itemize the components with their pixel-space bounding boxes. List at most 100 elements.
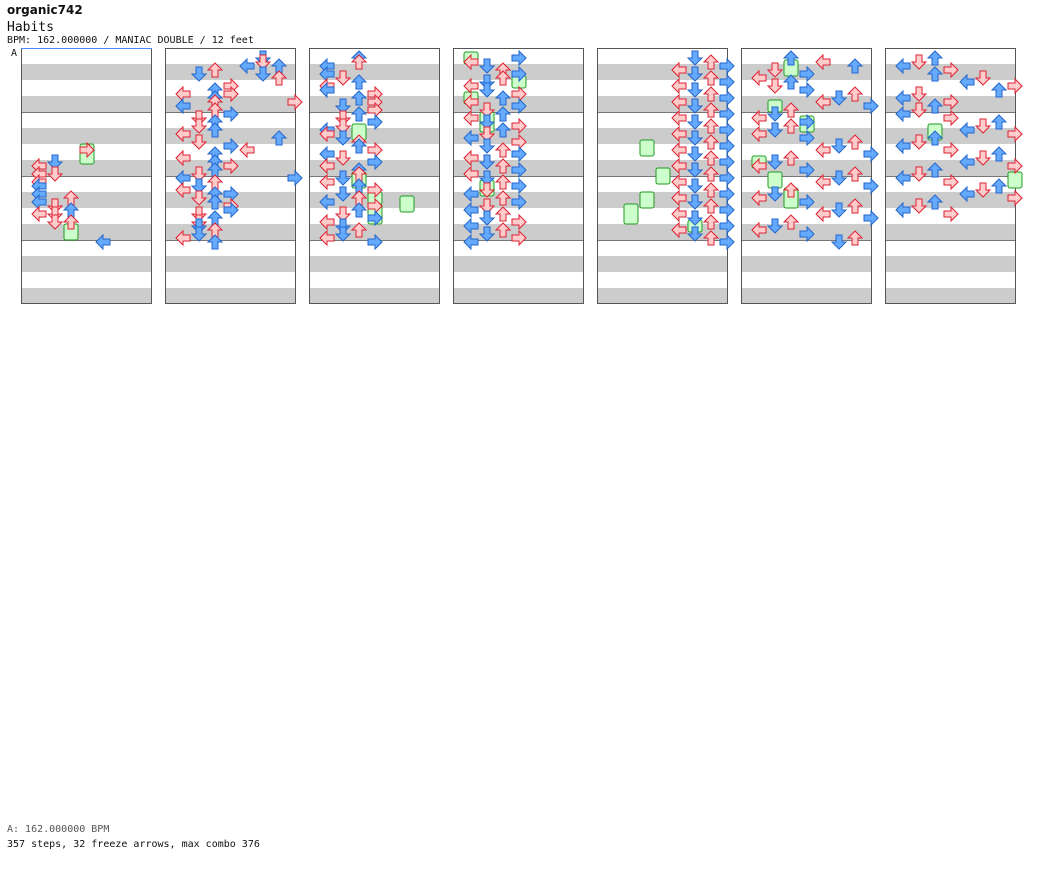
step-arrow [751,157,767,175]
step-arrow [478,170,496,186]
step-arrow [702,118,720,134]
beat-stripe [309,256,440,272]
step-arrow [863,145,879,163]
step-arrow [686,130,704,146]
step-arrow [910,198,928,214]
step-arrow [494,106,512,122]
beat-stripe [885,224,1016,240]
step-arrow [782,118,800,134]
step-arrow [1007,157,1023,175]
step-arrow [46,214,64,230]
step-arrow [367,181,383,199]
chart-meta: BPM: 162.000000 / MANIAC DOUBLE / 12 fee… [7,35,254,46]
step-arrow [799,161,815,179]
step-arrow [863,97,879,115]
freeze-arrow [639,139,655,157]
step-arrow [686,98,704,114]
beat-stripe [453,256,584,272]
bpm-footer: A: 162.000000 BPM [7,824,110,835]
step-arrow [959,153,975,171]
step-arrow [190,66,208,82]
step-arrow [910,102,928,118]
step-arrow [782,150,800,166]
step-arrow [895,57,911,75]
step-arrow [766,186,784,202]
step-arrow [926,66,944,82]
step-arrow [943,93,959,111]
step-arrow [719,105,735,123]
step-arrow [702,166,720,182]
step-arrow [350,74,368,90]
step-arrow [511,213,527,231]
step-arrow [782,50,800,66]
step-arrow [334,170,352,186]
step-arrow [686,210,704,226]
step-arrow [511,229,527,247]
step-arrow [863,209,879,227]
step-arrow [846,86,864,102]
step-arrow [751,109,767,127]
step-arrow [1007,125,1023,143]
beat-stripe [453,288,584,304]
step-arrow [254,54,272,70]
beat-stripe [741,288,872,304]
step-arrow [702,182,720,198]
step-arrow [511,97,527,115]
stats-footer: 357 steps, 32 freeze arrows, max combo 3… [7,839,260,850]
step-arrow [494,190,512,206]
step-arrow [671,141,687,159]
step-arrow [974,150,992,166]
step-arrow [686,50,704,66]
step-arrow [319,173,335,191]
beat-stripe [165,256,296,272]
step-arrow [990,82,1008,98]
step-arrow [719,73,735,91]
beat-stripe [165,288,296,304]
step-arrow [959,73,975,91]
step-arrow [766,62,784,78]
step-arrow [671,125,687,143]
step-arrow [31,205,47,223]
beat-stripe [21,96,152,112]
step-arrow [478,138,496,154]
step-arrow [943,141,959,159]
step-arrow [799,65,815,83]
step-arrow [830,90,848,106]
step-arrow [782,182,800,198]
step-arrow [766,122,784,138]
step-arrow [463,93,479,111]
step-arrow [974,182,992,198]
step-arrow [367,113,383,131]
beat-stripe [21,64,152,80]
step-arrow [190,166,208,182]
step-arrow [239,141,255,159]
step-arrow [334,186,352,202]
step-arrow [494,206,512,222]
step-arrow [782,214,800,230]
step-arrow [671,77,687,95]
step-arrow [478,198,496,214]
freeze-arrow [623,203,639,225]
step-arrow [815,53,831,71]
step-arrow [990,178,1008,194]
step-arrow [287,169,303,187]
column-border [453,48,584,304]
step-arrow [702,102,720,118]
step-arrow [254,66,272,82]
step-arrow [350,54,368,70]
freeze-arrow [767,171,783,189]
step-arrow [367,233,383,251]
step-arrow [494,90,512,106]
step-arrow [846,134,864,150]
step-arrow [702,70,720,86]
step-arrow [190,190,208,206]
step-arrow [511,117,527,135]
step-arrow [190,118,208,134]
step-arrow [799,113,815,131]
step-arrow [463,149,479,167]
step-arrow [719,57,735,75]
step-arrow [766,78,784,94]
step-arrow [223,137,239,155]
beat-stripe [885,160,1016,176]
step-arrow [334,98,352,114]
